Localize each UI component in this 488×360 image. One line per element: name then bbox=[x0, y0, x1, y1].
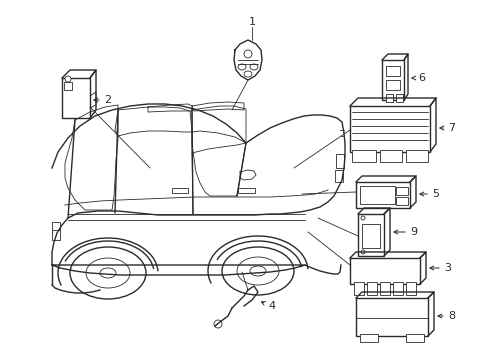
Bar bbox=[405, 334, 423, 342]
Bar bbox=[359, 186, 394, 204]
Ellipse shape bbox=[249, 266, 265, 276]
Bar bbox=[395, 187, 407, 195]
Bar bbox=[353, 282, 363, 295]
Text: 9: 9 bbox=[409, 227, 416, 237]
Bar bbox=[62, 78, 90, 118]
Bar bbox=[172, 188, 187, 193]
Bar bbox=[385, 66, 399, 76]
Ellipse shape bbox=[249, 64, 258, 70]
Bar bbox=[381, 60, 403, 100]
Bar bbox=[334, 170, 342, 182]
Bar bbox=[349, 106, 429, 152]
Ellipse shape bbox=[65, 76, 71, 82]
Text: 5: 5 bbox=[431, 189, 438, 199]
Bar bbox=[385, 94, 392, 102]
Ellipse shape bbox=[244, 50, 251, 58]
Bar bbox=[355, 182, 409, 208]
Text: 8: 8 bbox=[447, 311, 454, 321]
Ellipse shape bbox=[244, 71, 251, 77]
Bar bbox=[405, 282, 415, 295]
Bar bbox=[357, 214, 383, 256]
Bar bbox=[351, 150, 375, 162]
Text: 3: 3 bbox=[443, 263, 450, 273]
Text: 6: 6 bbox=[417, 73, 424, 83]
Ellipse shape bbox=[86, 258, 130, 288]
Bar bbox=[355, 298, 427, 336]
Text: 7: 7 bbox=[447, 123, 454, 133]
Ellipse shape bbox=[100, 268, 116, 278]
Bar bbox=[238, 188, 254, 193]
Text: 2: 2 bbox=[104, 95, 111, 105]
Bar bbox=[361, 224, 379, 248]
Ellipse shape bbox=[238, 64, 245, 70]
Bar bbox=[379, 282, 389, 295]
Bar bbox=[379, 150, 401, 162]
Ellipse shape bbox=[360, 216, 364, 220]
Bar bbox=[335, 154, 343, 168]
Bar bbox=[359, 334, 377, 342]
Text: 1: 1 bbox=[248, 17, 255, 27]
Bar bbox=[64, 82, 72, 90]
Ellipse shape bbox=[222, 247, 293, 295]
Ellipse shape bbox=[360, 250, 364, 254]
Bar bbox=[385, 80, 399, 90]
Ellipse shape bbox=[214, 320, 222, 328]
Bar bbox=[395, 94, 402, 102]
Bar bbox=[392, 282, 402, 295]
Bar bbox=[366, 282, 376, 295]
Bar bbox=[349, 258, 419, 284]
Bar bbox=[395, 197, 407, 205]
Ellipse shape bbox=[70, 247, 146, 299]
Ellipse shape bbox=[237, 257, 279, 285]
Text: 4: 4 bbox=[267, 301, 275, 311]
Bar bbox=[52, 222, 60, 240]
Bar bbox=[405, 150, 427, 162]
